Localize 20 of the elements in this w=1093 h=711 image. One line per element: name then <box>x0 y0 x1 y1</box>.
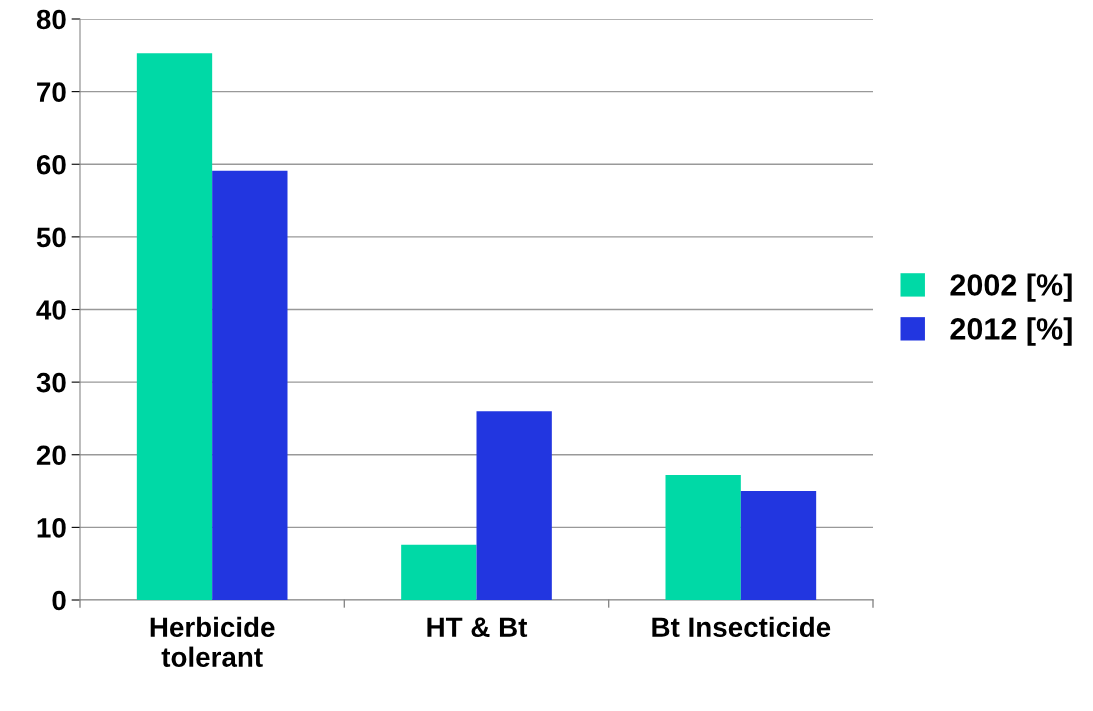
bar <box>665 475 741 600</box>
x-tick-label: Herbicide tolerant <box>150 616 275 667</box>
y-tick-label: 20 <box>36 445 66 466</box>
y-tick-label: 10 <box>37 518 66 538</box>
bar <box>476 411 552 600</box>
x-tick-label: Bt Insecticide <box>652 616 831 638</box>
bar <box>401 544 477 600</box>
y-tick-label: 80 <box>36 9 66 30</box>
y-tick-label: 60 <box>36 154 66 175</box>
y-tick-label: 50 <box>36 227 66 248</box>
y-tick-label: 40 <box>36 300 66 320</box>
bar <box>212 170 288 600</box>
legend-label: 2002 [%] <box>950 273 1072 302</box>
y-tick-label: 70 <box>37 82 66 102</box>
y-tick-label: 30 <box>36 372 66 393</box>
bar <box>740 491 817 600</box>
bar <box>136 53 213 600</box>
legend-label: 2012 [%] <box>950 317 1072 346</box>
x-tick-label: HT & Bt <box>427 617 528 638</box>
y-tick-label: 0 <box>52 590 66 611</box>
